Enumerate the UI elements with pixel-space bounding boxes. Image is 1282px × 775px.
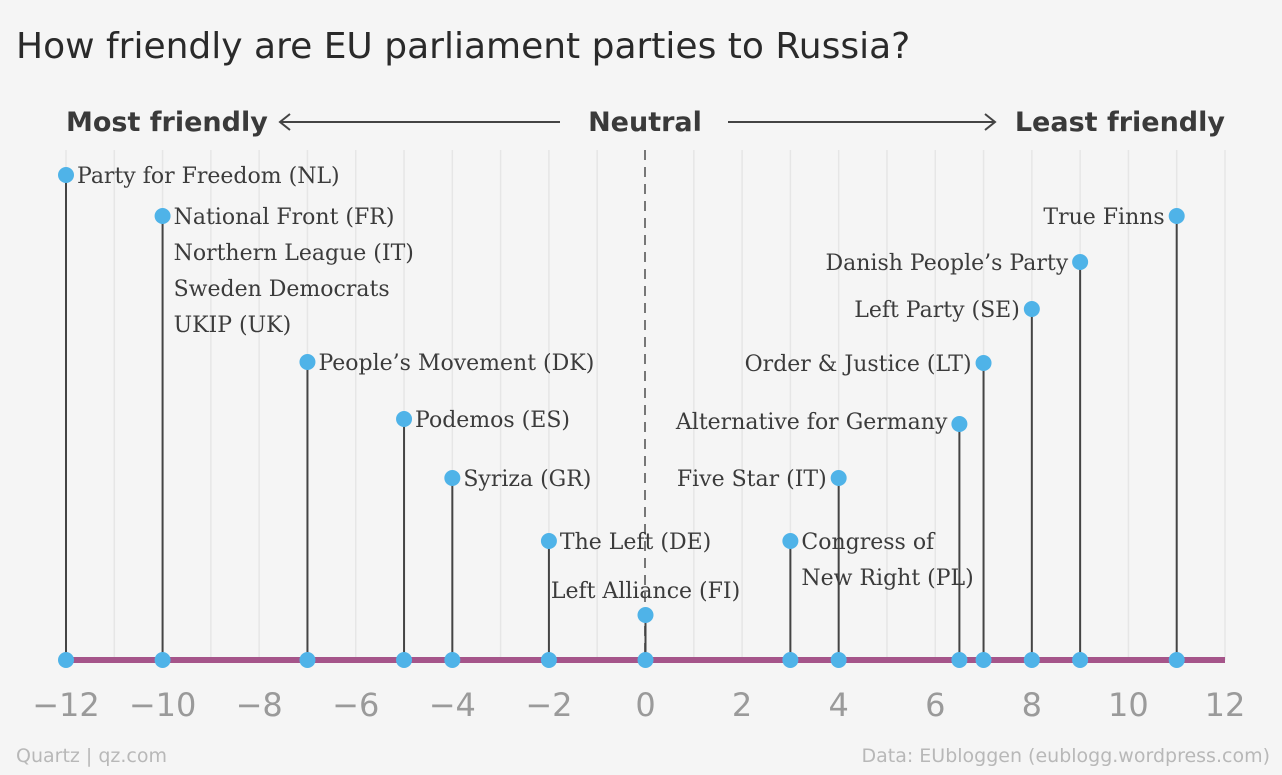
party-label: True Finns	[1043, 205, 1164, 230]
party-dot	[396, 411, 413, 427]
axis-dot	[830, 652, 847, 668]
party-label: Five Star (IT)	[677, 467, 827, 492]
party-dot	[58, 167, 74, 183]
scale-label-most-friendly: Most friendly	[66, 107, 268, 138]
x-tick-labels: −12 −10 −8 −6 −4 −2 0 2 4 6 8 10 12	[32, 686, 1245, 724]
source-left: Quartz | qz.com	[16, 745, 167, 767]
x-tick-label: 6	[925, 686, 945, 724]
party-label: National Front (FR)	[174, 205, 395, 230]
axis-dot	[396, 652, 413, 668]
party-label: People’s Movement (DK)	[318, 351, 594, 376]
axis-dot	[1023, 652, 1040, 668]
party-dot	[637, 607, 654, 623]
party-label: Sweden Democrats	[174, 277, 390, 302]
party-dot	[782, 533, 799, 549]
axis-dot	[444, 652, 461, 668]
party-label: The Left (DE)	[560, 530, 711, 555]
x-tick-label: 10	[1108, 686, 1149, 724]
party-dot	[1168, 208, 1185, 224]
party-label: Syriza (GR)	[463, 467, 591, 492]
axis-dot	[540, 652, 557, 668]
chart-title: How friendly are EU parliament parties t…	[16, 26, 910, 67]
party-label: Podemos (ES)	[415, 408, 570, 433]
party-dot	[1023, 301, 1040, 317]
x-tick-label: 4	[828, 686, 848, 724]
party-label: New Right (PL)	[801, 566, 973, 591]
party-label: Alternative for Germany	[675, 410, 948, 435]
party-dot	[540, 533, 557, 549]
x-tick-label: 2	[732, 686, 752, 724]
scale-label-neutral: Neutral	[588, 107, 702, 138]
arrow-right	[728, 113, 997, 131]
party-label: Danish People’s Party	[826, 251, 1069, 276]
party-label: Congress of	[801, 530, 936, 555]
party-labels: Party for Freedom (NL) National Front (FR…	[77, 164, 1165, 604]
axis-dot	[951, 652, 968, 668]
party-dot	[951, 416, 968, 432]
stems	[65, 175, 1178, 660]
x-tick-label: −6	[332, 686, 379, 724]
x-tick-label: −12	[32, 686, 100, 724]
source-right: Data: EUbloggen (eublogg.wordpress.com)	[861, 745, 1270, 767]
markers	[58, 167, 1185, 668]
arrow-left	[278, 113, 560, 131]
x-tick-label: −4	[429, 686, 476, 724]
party-dot	[1072, 254, 1089, 270]
axis-dot	[637, 652, 654, 668]
axis-dot	[782, 652, 799, 668]
axis-dot	[299, 652, 316, 668]
x-tick-label: 8	[1022, 686, 1042, 724]
party-dot	[830, 470, 847, 486]
party-dot	[154, 208, 171, 224]
party-label: Left Party (SE)	[854, 298, 1020, 323]
party-dot	[975, 355, 992, 371]
x-tick-label: −10	[129, 686, 197, 724]
scale-label-least-friendly: Least friendly	[1015, 107, 1226, 138]
axis-dot	[58, 652, 74, 668]
x-tick-label: 0	[635, 686, 655, 724]
party-dot	[299, 354, 316, 370]
axis-dot	[154, 652, 171, 668]
x-tick-label: −2	[525, 686, 572, 724]
axis-dot	[1072, 652, 1089, 668]
party-dot	[444, 470, 461, 486]
x-tick-label: 12	[1205, 686, 1246, 724]
axis-dot	[1168, 652, 1185, 668]
party-label: Order & Justice (LT)	[745, 352, 972, 377]
party-label: Northern League (IT)	[174, 241, 414, 266]
axis-dot	[975, 652, 992, 668]
x-tick-label: −8	[236, 686, 283, 724]
party-label: Party for Freedom (NL)	[77, 164, 340, 189]
party-label: UKIP (UK)	[174, 313, 292, 338]
party-label: Left Alliance (FI)	[551, 579, 740, 604]
